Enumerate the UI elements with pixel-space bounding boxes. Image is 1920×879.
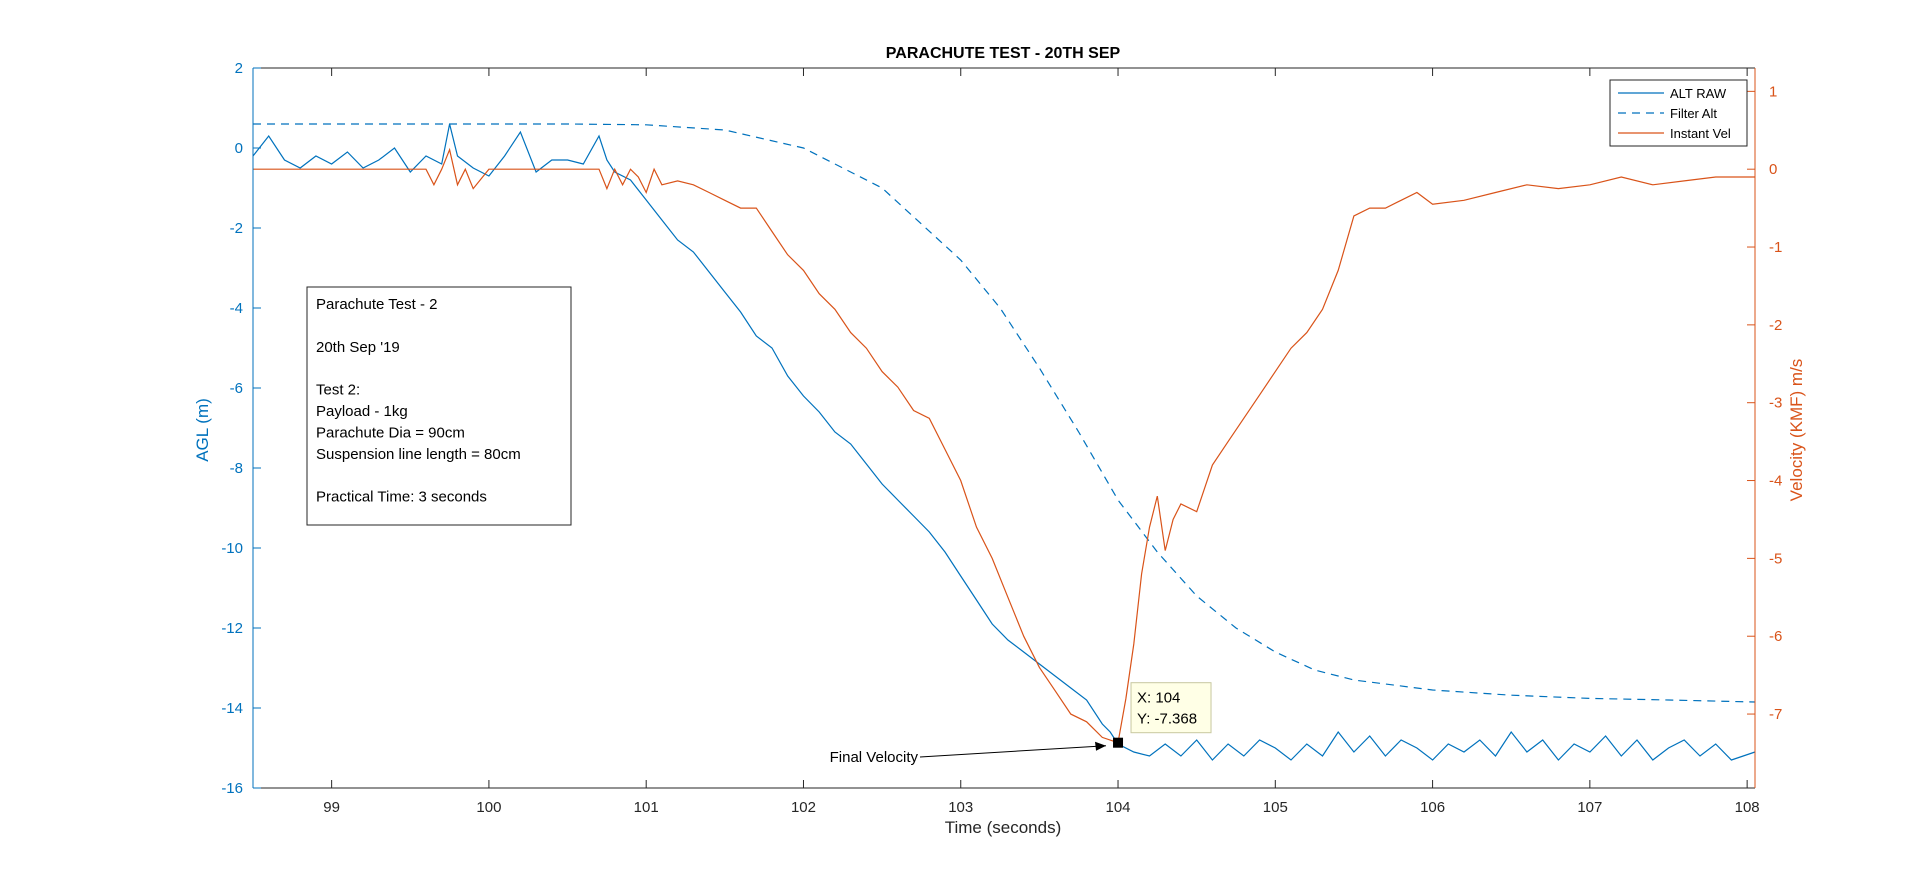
datatip-y: Y: -7.368 [1137,711,1197,728]
note-line: Parachute Dia = 90cm [316,424,465,441]
datatip-marker [1113,737,1124,748]
datatip-x: X: 104 [1137,690,1180,707]
left-tick-label: -8 [230,460,243,477]
right-tick-label: -4 [1769,473,1782,490]
left-tick-label: -4 [230,300,243,317]
final-velocity-label: Final Velocity [830,749,919,766]
annotations: Parachute Test - 2 20th Sep '19 Test 2: Pay… [306,286,1212,766]
right-tick-label: 1 [1769,83,1777,100]
x-tick-label: 103 [948,799,973,816]
left-tick-label: 0 [235,140,243,157]
legend-label-alt-raw: ALT RAW [1670,86,1727,101]
right-tick-label: -1 [1769,239,1782,256]
legend: ALT RAW Filter Alt Instant Vel [1609,79,1748,147]
left-axis-label: AGL (m) [193,398,212,462]
instant-vel-line [253,147,1755,744]
axes: 99 100 101 102 103 104 105 106 107 108 2 0 -2 -4 -6 -8 -… [221,60,1782,816]
x-tick-label: 108 [1735,799,1760,816]
legend-label-filter-alt: Filter Alt [1670,106,1717,121]
datatip-box [1130,682,1212,734]
note-line: 20th Sep '19 [316,339,400,356]
note-line: Test 2: [316,382,360,399]
x-tick-label: 99 [323,799,340,816]
final-velocity-arrow [919,745,1107,758]
right-tick-label: -2 [1769,317,1782,334]
note-line: Parachute Test - 2 [316,296,437,313]
left-tick-label: 2 [235,60,243,77]
x-tick-label: 104 [1106,799,1131,816]
plot-area [252,123,1756,761]
x-tick-label: 105 [1263,799,1288,816]
left-tick-label: -12 [221,620,243,637]
left-tick-label: -2 [230,220,243,237]
x-tick-label: 106 [1420,799,1445,816]
right-tick-label: -3 [1769,395,1782,412]
left-tick-label: -10 [221,540,243,557]
filter-alt-line [253,123,1756,703]
x-tick-label: 102 [791,799,816,816]
legend-label-instant-vel: Instant Vel [1670,126,1731,141]
arrow-head [1095,741,1107,751]
right-tick-label: -6 [1769,628,1782,645]
x-tick-label: 100 [476,799,501,816]
note-line: Suspension line length = 80cm [316,446,521,463]
right-tick-label: 0 [1769,161,1777,178]
note-line: Practical Time: 3 seconds [316,489,487,506]
right-axis-label: Velocity (KMF) m/s [1787,359,1806,502]
note-box [306,286,572,526]
x-tick-label: 101 [634,799,659,816]
left-tick-label: -6 [230,380,243,397]
left-tick-label: -16 [221,780,243,797]
x-tick-label: 107 [1577,799,1602,816]
x-axis-label: Time (seconds) [945,818,1062,837]
right-tick-label: -7 [1769,706,1782,723]
left-tick-label: -14 [221,700,243,717]
right-tick-label: -5 [1769,550,1782,567]
note-line: Payload - 1kg [316,403,408,420]
chart-title: PARACHUTE TEST - 20TH SEP [886,45,1121,62]
